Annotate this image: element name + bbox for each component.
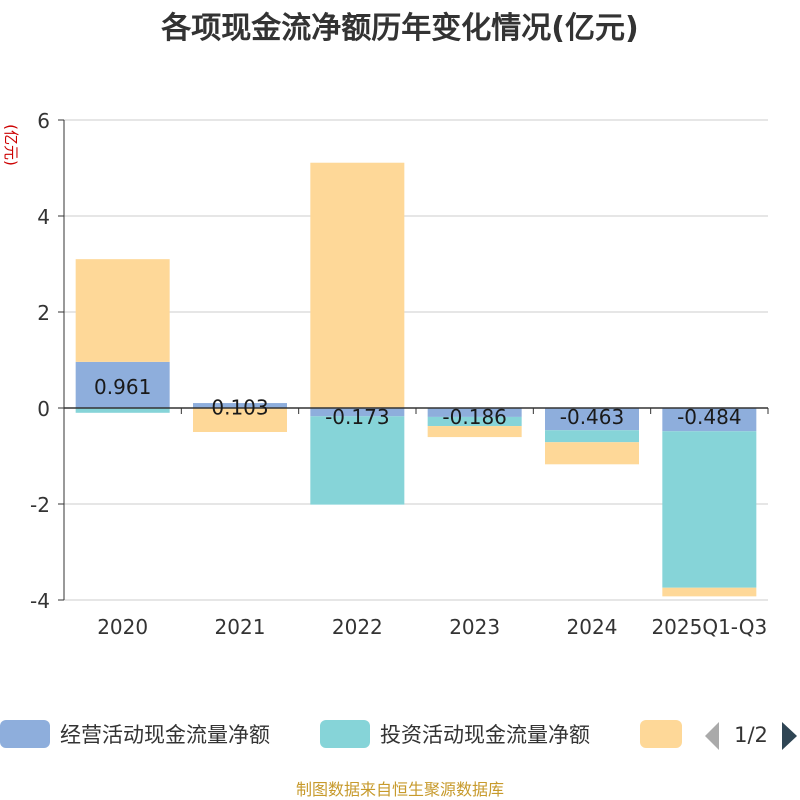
bar-series-3 (75, 259, 170, 362)
x-tick-label: 2020 (97, 615, 148, 639)
x-tick-label: 2023 (449, 615, 500, 639)
chart-title: 各项现金流净额历年变化情况(亿元) (160, 11, 638, 46)
bar-series-1 (193, 403, 287, 408)
data-label: -0.186 (442, 405, 506, 429)
data-labels: 0.961 0.103 -0.173 -0.186 -0.463 -0.484 (94, 375, 742, 429)
bar-series-2 (310, 416, 405, 505)
bar-series-2 (662, 431, 757, 588)
data-label: 0.103 (211, 396, 268, 420)
y-axis-label: (亿元) (2, 124, 20, 166)
bar-series-2 (427, 416, 522, 427)
legend-prev-page-icon[interactable] (705, 722, 719, 750)
bar-series-3 (310, 162, 405, 408)
y-tick-label: -2 (30, 493, 50, 517)
y-tick-label: 2 (37, 301, 50, 325)
bar-series-2 (75, 408, 170, 413)
x-tick-label: 2021 (215, 615, 266, 639)
gridlines (64, 119, 768, 601)
bars (75, 162, 757, 597)
axes: -4 -2 0 2 4 6 2020 2021 2022 2023 2024 2025Q1-Q3 (30, 109, 769, 639)
bar-series-1 (545, 408, 639, 431)
data-label: 0.961 (94, 375, 151, 399)
legend-item-3[interactable] (640, 720, 682, 748)
legend-item-2[interactable]: 投资活动现金流量净额 (320, 720, 590, 748)
source-note: 制图数据来自恒生聚源数据库 (296, 780, 504, 799)
legend-swatch (320, 720, 370, 748)
x-tick-label: 2022 (332, 615, 383, 639)
y-tick-label: 4 (37, 205, 50, 229)
legend-swatch (0, 720, 50, 748)
legend-label: 经营活动现金流量净额 (60, 723, 270, 747)
legend-page-indicator: 1/2 (734, 723, 768, 747)
bar-series-3 (427, 426, 522, 438)
legend-next-page-icon[interactable] (782, 722, 797, 750)
bar-series-3 (662, 587, 757, 597)
bar-series-3 (193, 408, 287, 432)
bar-series-2 (545, 430, 639, 443)
legend-swatch (640, 720, 682, 748)
bar-series-1 (662, 408, 757, 432)
y-tick-label: -4 (30, 589, 50, 613)
legend-label: 投资活动现金流量净额 (380, 723, 590, 747)
bar-series-3 (545, 442, 639, 465)
bar-series-1 (310, 408, 405, 417)
legend-item-1[interactable]: 经营活动现金流量净额 (0, 720, 270, 748)
x-tick-label: 2024 (567, 615, 618, 639)
y-tick-label: 6 (37, 109, 50, 133)
data-label: -0.173 (325, 405, 389, 429)
bar-series-1 (75, 361, 170, 408)
y-tick-label: 0 (37, 397, 50, 421)
legend: 经营活动现金流量净额 投资活动现金流量净额 1/2 (0, 720, 797, 750)
x-tick-label: 2025Q1-Q3 (651, 615, 767, 639)
data-label: -0.463 (560, 405, 624, 429)
data-label: -0.484 (677, 405, 741, 429)
bar-series-1 (427, 408, 522, 417)
